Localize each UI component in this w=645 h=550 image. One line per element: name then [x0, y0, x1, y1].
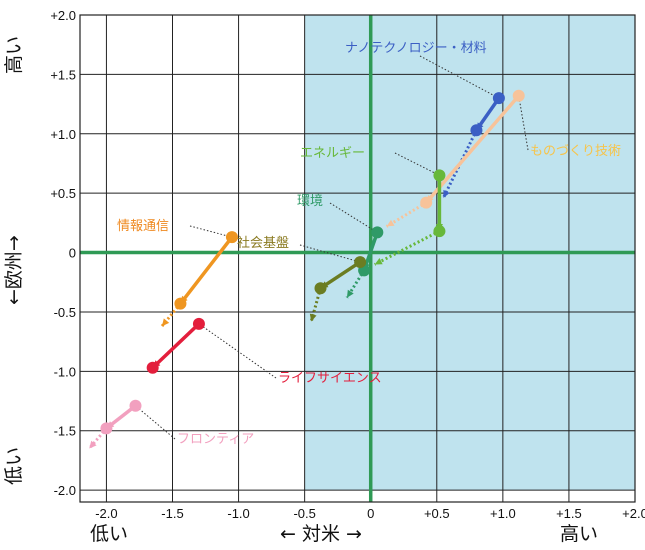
series-3: [345, 226, 384, 299]
series-point: [100, 422, 113, 435]
series-label: ライフサイエンス: [278, 371, 382, 386]
series-point: [512, 89, 525, 102]
leader-line: [189, 225, 233, 238]
x-tick-label: 0: [367, 506, 374, 521]
series-segment-dotted: [373, 229, 441, 266]
leader-line: [198, 323, 277, 379]
series-label: 環境: [297, 194, 323, 209]
series-point: [314, 282, 327, 295]
series-arrowhead: [309, 313, 317, 322]
tick-labels: -2.0 -1.5 -1.0 -0.5 0 +0.5 +1.0 +1.5 +2.0 +2.0 +1.…: [50, 8, 645, 521]
y-tick-label: -0.5: [54, 305, 76, 320]
series-1: [385, 89, 525, 228]
x-tick-label: -1.5: [161, 506, 183, 521]
series-2: [373, 169, 446, 266]
series-segment-solid: [424, 94, 521, 204]
series-label: エネルギー: [300, 146, 365, 161]
x-tick-label: -2.0: [95, 506, 117, 521]
series-arrowhead: [161, 318, 170, 327]
series-arrowhead: [386, 219, 395, 227]
series-label: 社会基盤: [237, 235, 289, 251]
series-point: [225, 231, 238, 244]
x-tick-label: -1.0: [227, 506, 249, 521]
zero-axes: [80, 15, 635, 502]
leader-line: [419, 55, 500, 99]
y-axis-low-label: 低い: [3, 447, 25, 485]
x-tick-label: +1.5: [556, 506, 582, 521]
series-point: [129, 399, 142, 412]
series-segment-solid: [151, 322, 201, 370]
series-point: [492, 92, 505, 105]
y-axis-title: ←欧州→: [3, 235, 25, 305]
series-arrowhead: [346, 289, 354, 298]
leader-line: [135, 405, 176, 440]
series-4: [309, 256, 367, 322]
series-6: [146, 317, 205, 374]
y-tick-label: 0: [69, 246, 76, 261]
x-axis-high-label: 高い: [560, 523, 598, 545]
y-tick-label: +0.5: [50, 186, 76, 201]
series-label: ナノテクノロジー・材料: [345, 41, 487, 56]
series-point: [192, 317, 205, 330]
series-5: [160, 231, 238, 328]
y-tick-label: +1.0: [50, 127, 76, 142]
x-axis-title: ← 対米 →: [280, 523, 362, 545]
series-label: 情報通信: [117, 219, 169, 234]
series-7: [88, 399, 142, 450]
y-tick-label: -1.0: [54, 364, 76, 379]
series-segment-dotted: [385, 201, 427, 228]
series-label: フロンティア: [177, 432, 254, 447]
y-tick-label: -2.0: [54, 483, 76, 498]
series-arrowhead: [443, 189, 450, 198]
y-tick-label: -1.5: [54, 424, 76, 439]
x-tick-label: +0.5: [424, 506, 450, 521]
x-axis-low-label: 低い: [90, 523, 128, 545]
series-label: ものづくり技術: [530, 144, 621, 159]
leader-line: [518, 95, 529, 151]
x-tick-label: +1.0: [490, 506, 516, 521]
grid: [80, 15, 635, 502]
series-point: [146, 361, 159, 374]
series-arrowhead: [374, 258, 383, 265]
series-point: [433, 169, 446, 182]
leader-line: [394, 152, 440, 176]
plot-frame: [79, 14, 636, 503]
series-layer: [88, 89, 525, 450]
series-point: [371, 226, 384, 239]
series-arrowhead: [89, 440, 97, 449]
y-axis-high-label: 高い: [3, 36, 25, 74]
leader-line: [329, 202, 378, 233]
series-point: [420, 196, 433, 209]
series-point: [354, 256, 367, 269]
y-tick-label: +2.0: [50, 8, 76, 23]
y-tick-label: +1.5: [50, 67, 76, 82]
x-tick-label: -0.5: [293, 506, 315, 521]
series-segment-solid: [179, 236, 234, 305]
label-leaders: [135, 55, 529, 440]
series-point: [470, 124, 483, 137]
series-point: [174, 297, 187, 310]
x-tick-label: +2.0: [622, 506, 645, 521]
series-segment-solid: [319, 260, 362, 290]
series-point: [433, 225, 446, 238]
